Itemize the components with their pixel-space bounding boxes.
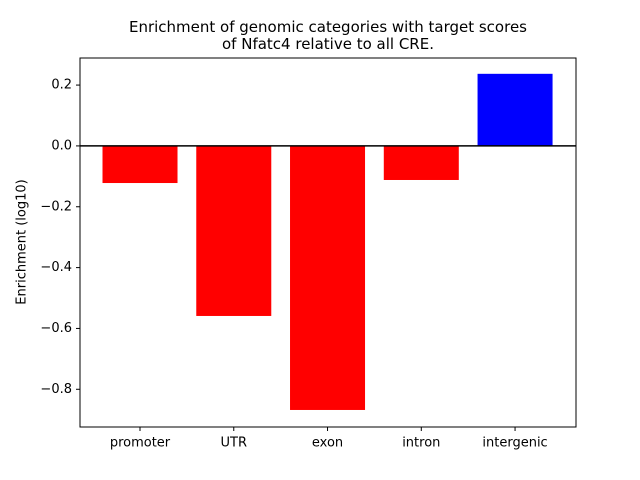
bar: [196, 145, 272, 316]
bar: [102, 145, 178, 184]
y-tick-label: −0.2: [40, 199, 72, 214]
bar: [290, 145, 366, 410]
x-tick-label: intron: [402, 436, 440, 451]
bar: [477, 73, 553, 146]
chart-title: Enrichment of genomic categories with ta…: [129, 18, 527, 53]
y-tick-label: 0.0: [51, 138, 72, 153]
x-tick-label: UTR: [221, 436, 248, 451]
y-tick-label: −0.6: [40, 321, 72, 336]
y-tick-label: −0.4: [40, 260, 72, 275]
y-axis-label: Enrichment (log10): [15, 179, 30, 304]
y-tick-label: 0.2: [51, 78, 72, 93]
bar: [383, 145, 459, 180]
x-tick-label: intergenic: [482, 436, 547, 451]
x-tick-label: promoter: [110, 436, 171, 451]
plot-frame: [79, 57, 577, 428]
x-tick-label: exon: [312, 436, 343, 451]
y-tick-label: −0.8: [40, 382, 72, 397]
